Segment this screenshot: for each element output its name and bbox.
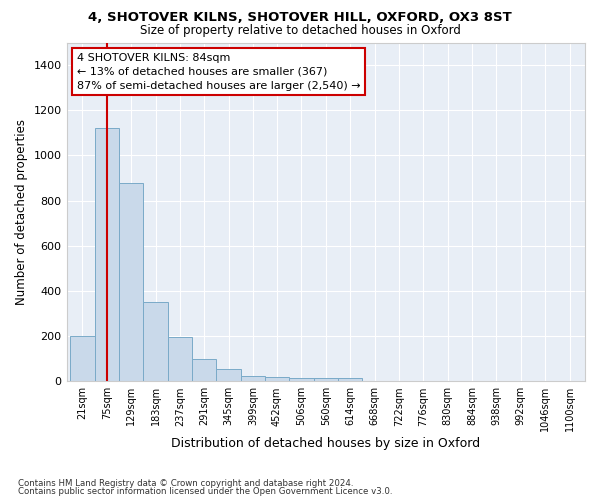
Text: 4, SHOTOVER KILNS, SHOTOVER HILL, OXFORD, OX3 8ST: 4, SHOTOVER KILNS, SHOTOVER HILL, OXFORD…: [88, 11, 512, 24]
Bar: [143, 302, 168, 382]
Bar: [241, 376, 265, 382]
Text: 4 SHOTOVER KILNS: 84sqm
← 13% of detached houses are smaller (367)
87% of semi-d: 4 SHOTOVER KILNS: 84sqm ← 13% of detache…: [77, 52, 361, 90]
Bar: [70, 336, 95, 382]
Text: Size of property relative to detached houses in Oxford: Size of property relative to detached ho…: [140, 24, 460, 37]
Bar: [95, 128, 119, 382]
Bar: [168, 338, 192, 382]
Bar: [265, 377, 289, 382]
Bar: [119, 182, 143, 382]
X-axis label: Distribution of detached houses by size in Oxford: Distribution of detached houses by size …: [171, 437, 481, 450]
Y-axis label: Number of detached properties: Number of detached properties: [15, 119, 28, 305]
Bar: [338, 378, 362, 382]
Bar: [192, 358, 217, 382]
Bar: [217, 369, 241, 382]
Bar: [289, 378, 314, 382]
Bar: [314, 378, 338, 382]
Text: Contains public sector information licensed under the Open Government Licence v3: Contains public sector information licen…: [18, 487, 392, 496]
Text: Contains HM Land Registry data © Crown copyright and database right 2024.: Contains HM Land Registry data © Crown c…: [18, 478, 353, 488]
